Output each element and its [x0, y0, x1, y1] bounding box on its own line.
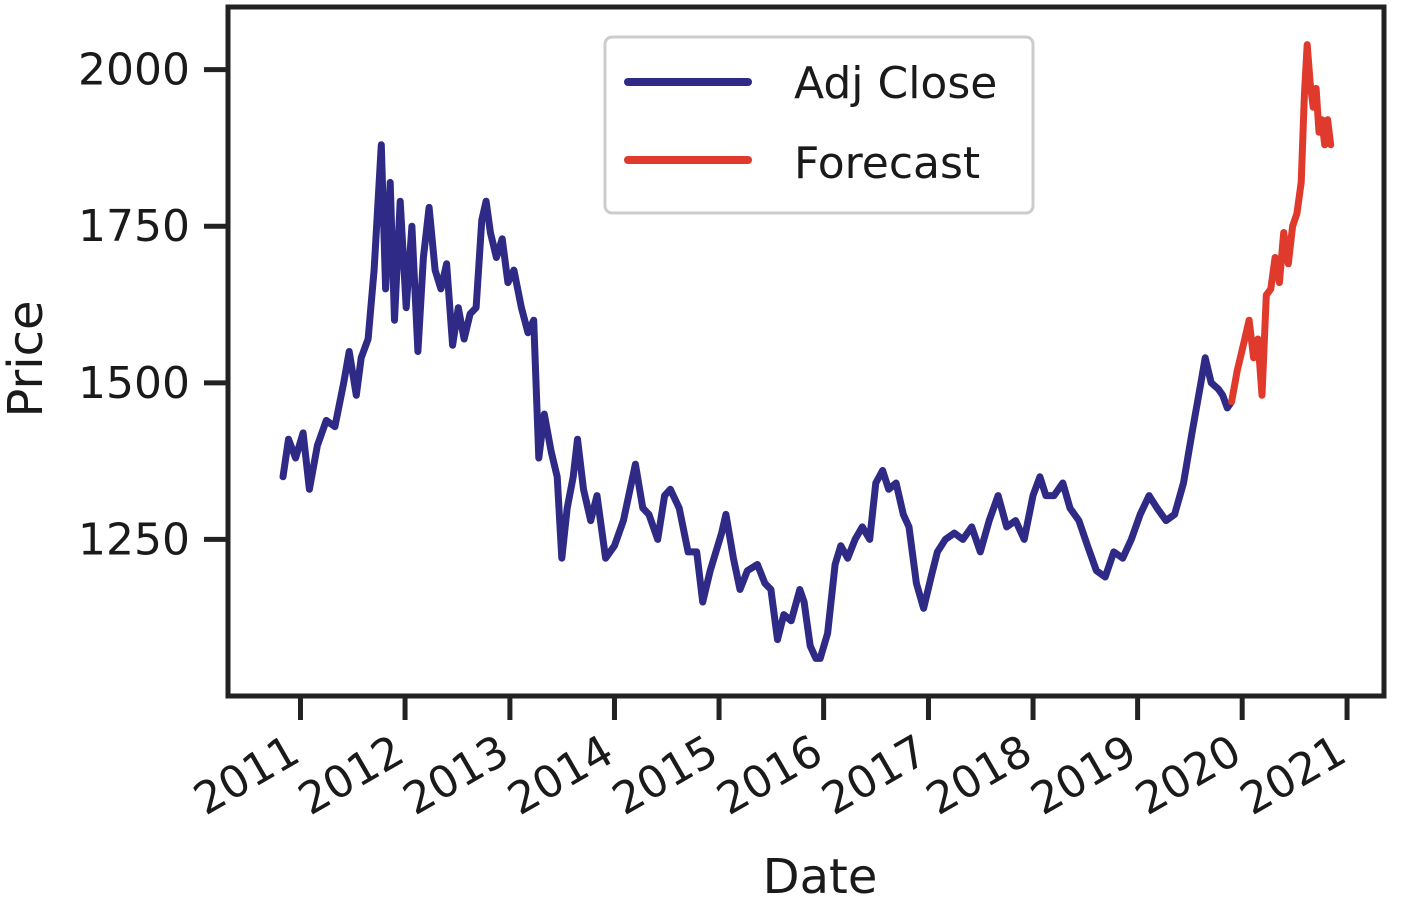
y-tick-label: 1500	[78, 358, 190, 409]
series-layer	[279, 41, 1335, 662]
plot-frame	[225, 4, 1387, 699]
y-tick-label: 1750	[78, 201, 190, 252]
y-tick-label: 1250	[78, 514, 190, 565]
legend-label-forecast: Forecast	[794, 138, 980, 189]
series-line-adj-close	[279, 141, 1236, 662]
legend: Adj Close Forecast	[603, 35, 1035, 215]
x-axis-title: Date	[763, 849, 878, 905]
y-axis-title: Price	[0, 300, 54, 417]
legend-label-adj-close: Adj Close	[794, 58, 997, 109]
y-tick-label: 2000	[78, 45, 190, 96]
series-line-forecast	[1228, 41, 1335, 406]
